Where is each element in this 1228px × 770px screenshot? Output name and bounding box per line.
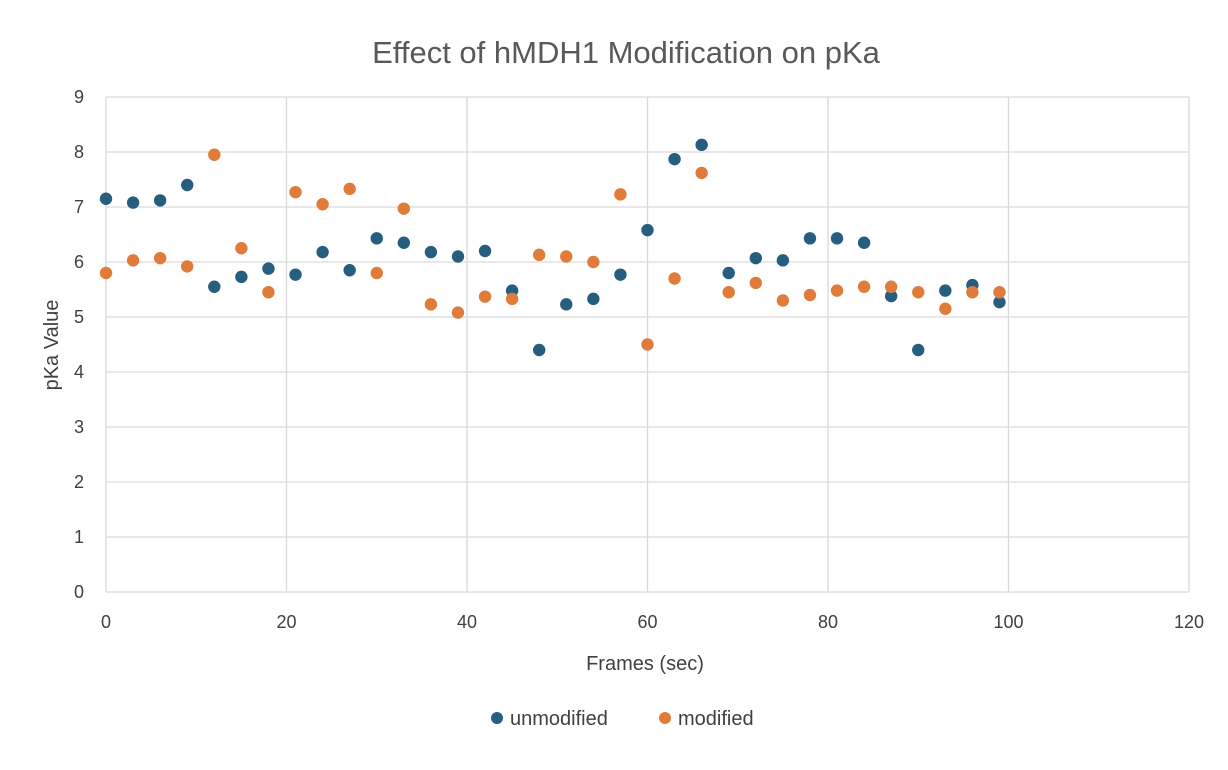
- data-point-unmodified: [370, 232, 383, 245]
- data-point-modified: [262, 286, 275, 299]
- data-point-unmodified: [424, 245, 438, 259]
- data-point-modified: [181, 260, 194, 273]
- data-point-modified: [370, 266, 383, 280]
- data-point-unmodified: [722, 266, 735, 280]
- data-point-modified: [235, 242, 248, 255]
- data-point-unmodified: [803, 232, 817, 245]
- y-axis-label: pKa Value: [41, 300, 63, 391]
- data-point-unmodified: [478, 244, 492, 258]
- data-point-modified: [533, 248, 546, 262]
- y-tick-label: 6: [74, 252, 84, 272]
- data-point-modified: [776, 294, 790, 307]
- data-point-modified: [749, 276, 762, 290]
- data-point-modified: [939, 302, 952, 315]
- legend-marker-modified: [659, 712, 671, 724]
- x-axis-ticks: 0 20 40 60 80 100 120: [101, 612, 1204, 632]
- data-point-modified: [830, 284, 844, 297]
- data-point-modified: [478, 290, 492, 303]
- data-point-modified: [668, 272, 681, 285]
- data-point-unmodified: [153, 194, 167, 207]
- data-point-modified: [99, 266, 113, 280]
- y-tick-label: 5: [74, 307, 84, 327]
- data-point-unmodified: [99, 192, 113, 205]
- data-point-modified: [289, 185, 302, 199]
- y-tick-label: 9: [74, 87, 84, 107]
- data-point-unmodified: [884, 289, 898, 303]
- data-point-modified: [614, 188, 627, 201]
- data-point-modified: [993, 286, 1006, 299]
- data-point-modified: [451, 306, 465, 319]
- x-tick-label: 40: [457, 612, 477, 632]
- legend-marker-unmodified: [491, 712, 503, 724]
- chart-title: Effect of hMDH1 Modification on pKa: [372, 35, 881, 70]
- data-point-modified: [505, 292, 519, 306]
- data-point-unmodified: [289, 268, 302, 281]
- data-point-modified: [208, 148, 221, 161]
- series-unmodified: [99, 138, 1006, 357]
- data-point-unmodified: [912, 343, 925, 357]
- y-tick-label: 0: [74, 582, 84, 602]
- data-point-unmodified: [668, 152, 681, 166]
- data-point-modified: [966, 286, 979, 299]
- x-tick-label: 60: [637, 612, 657, 632]
- data-point-unmodified: [235, 270, 248, 284]
- data-point-unmodified: [533, 343, 546, 357]
- x-axis-label: Frames (sec): [586, 653, 704, 675]
- data-point-modified: [587, 255, 600, 269]
- data-point-modified: [153, 251, 167, 265]
- data-point-unmodified: [993, 295, 1006, 309]
- data-point-unmodified: [830, 232, 844, 245]
- data-point-unmodified: [126, 196, 140, 209]
- x-tick-label: 0: [101, 612, 111, 632]
- data-point-unmodified: [695, 138, 708, 152]
- data-point-unmodified: [262, 262, 275, 275]
- data-point-modified: [857, 280, 871, 293]
- data-point-unmodified: [749, 251, 762, 265]
- x-tick-label: 120: [1174, 612, 1204, 632]
- data-point-modified: [803, 288, 817, 302]
- data-point-unmodified: [641, 223, 654, 237]
- data-point-unmodified: [343, 264, 356, 277]
- data-point-modified: [343, 182, 356, 196]
- data-point-modified: [912, 286, 925, 299]
- data-points: [99, 138, 1006, 357]
- legend-label-unmodified: unmodified: [510, 708, 608, 730]
- series-modified: [99, 148, 1006, 351]
- y-axis-ticks: 0 1 2 3 4 5 6 7 8 9: [74, 87, 84, 602]
- data-point-unmodified: [587, 292, 600, 306]
- data-point-unmodified: [857, 236, 871, 249]
- legend-label-modified: modified: [678, 708, 754, 730]
- data-point-modified: [695, 166, 708, 180]
- y-tick-label: 1: [74, 527, 84, 547]
- legend: unmodified modified: [491, 708, 754, 730]
- y-tick-label: 7: [74, 197, 84, 217]
- data-point-unmodified: [397, 236, 411, 249]
- data-point-modified: [316, 198, 329, 211]
- data-point-unmodified: [451, 250, 465, 263]
- y-tick-label: 8: [74, 142, 84, 162]
- y-tick-label: 2: [74, 472, 84, 492]
- data-point-unmodified: [316, 245, 329, 259]
- data-point-modified: [560, 250, 573, 263]
- data-point-unmodified: [181, 178, 194, 192]
- data-point-unmodified: [208, 280, 221, 293]
- data-point-unmodified: [614, 268, 627, 281]
- y-tick-label: 4: [74, 362, 84, 382]
- data-point-unmodified: [776, 254, 790, 267]
- y-tick-label: 3: [74, 417, 84, 437]
- x-tick-label: 80: [818, 612, 838, 632]
- x-tick-label: 20: [276, 612, 296, 632]
- data-point-modified: [641, 338, 654, 351]
- data-point-unmodified: [560, 298, 573, 311]
- data-point-unmodified: [939, 284, 952, 297]
- data-point-modified: [424, 298, 438, 311]
- data-point-modified: [126, 254, 140, 267]
- x-tick-label: 100: [993, 612, 1023, 632]
- data-point-modified: [397, 202, 411, 215]
- data-point-modified: [884, 280, 898, 293]
- data-point-modified: [722, 286, 735, 299]
